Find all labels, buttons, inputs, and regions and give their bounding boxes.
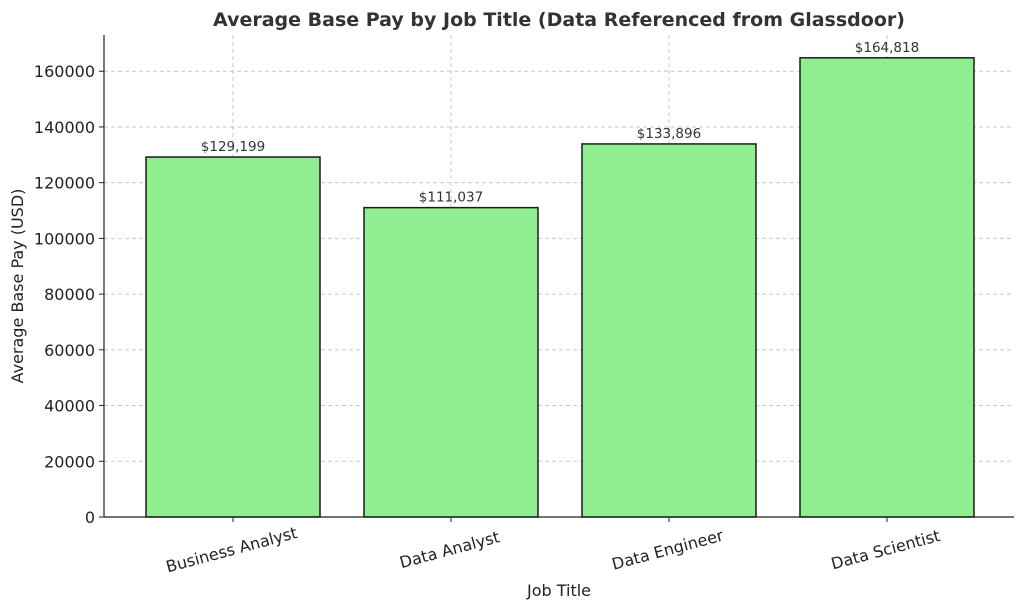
y-tick-label: 80000 [44, 285, 95, 304]
y-axis-ticks: 0 20000 40000 60000 80000 100000 120000 140000 1… [34, 62, 104, 527]
x-tick-label: Data Scientist [829, 526, 942, 573]
bar-business-analyst [145, 156, 321, 518]
data-label: $133,896 [637, 126, 701, 142]
y-tick-label: 60000 [44, 341, 95, 360]
bar-data-analyst [363, 206, 539, 518]
y-tick-label: 0 [85, 508, 95, 527]
y-tick-label: 140000 [34, 118, 95, 137]
bars [145, 57, 975, 518]
y-axis-label: Average Base Pay (USD) [8, 189, 27, 384]
data-label: $111,037 [419, 190, 483, 206]
data-label: $129,199 [201, 139, 265, 155]
x-tick-label: Data Engineer [610, 526, 726, 574]
y-tick-label: 40000 [44, 397, 95, 416]
x-axis-ticks: Business Analyst Data Analyst Data Enginee… [164, 517, 942, 576]
axes [103, 35, 1014, 518]
y-tick-label: 20000 [44, 452, 95, 471]
x-tick-label: Data Analyst [398, 527, 502, 572]
y-tick-label: 100000 [34, 229, 95, 248]
x-tick-label: Business Analyst [164, 523, 299, 576]
bar-data-scientist [799, 57, 975, 518]
bar-data-engineer [581, 143, 757, 518]
y-tick-label: 160000 [34, 62, 95, 81]
y-tick-label: 120000 [34, 174, 95, 193]
data-label: $164,818 [855, 40, 919, 56]
x-axis-label: Job Title [526, 581, 591, 600]
data-labels: $129,199 $111,037 $133,896 $164,818 [201, 40, 919, 206]
chart-title: Average Base Pay by Job Title (Data Refe… [213, 9, 905, 31]
